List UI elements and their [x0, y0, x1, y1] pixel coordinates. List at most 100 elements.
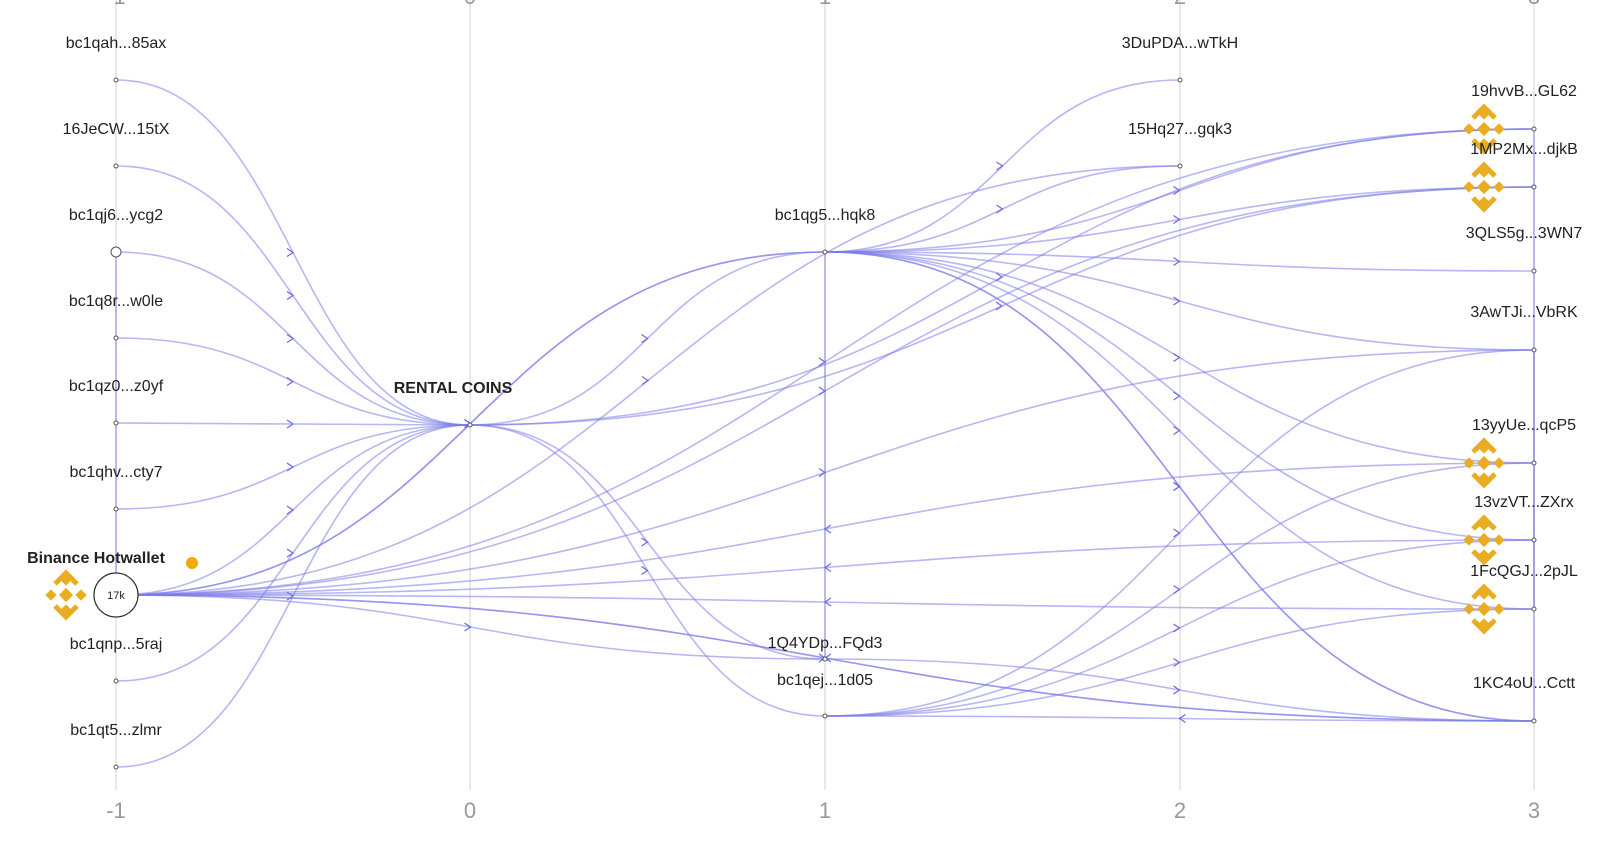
node-label: bc1qhv...cty7 — [69, 464, 162, 481]
node-dot — [467, 422, 473, 428]
edge-arrow — [996, 204, 1004, 214]
edge-arrow — [823, 563, 832, 572]
column-label: 0 — [464, 798, 476, 823]
node: bc1qt5...zlmr — [70, 722, 162, 770]
node: 13vzVT...ZXrx — [1463, 494, 1574, 562]
node-label: bc1qej...1d05 — [777, 672, 873, 689]
node: 1Q4YDp...FQd3 — [768, 635, 882, 662]
node-dot — [1531, 460, 1537, 466]
node-dot — [113, 764, 119, 770]
binance-icon — [1463, 587, 1504, 631]
edge-arrow — [286, 462, 295, 472]
node-dot — [113, 163, 119, 169]
node: 3AwTJi...VbRK — [1470, 304, 1578, 353]
node-dot — [822, 713, 828, 719]
column-label: 3 — [1528, 798, 1540, 823]
node-label: bc1qt5...zlmr — [70, 722, 162, 739]
edge-arrow — [641, 376, 650, 385]
binance-icon — [1463, 441, 1504, 485]
node-label: 13yyUe...qcP5 — [1472, 417, 1576, 434]
node-label: 3AwTJi...VbRK — [1470, 304, 1578, 321]
edge-arrow — [1173, 528, 1181, 538]
node-label: bc1qg5...hqk8 — [775, 207, 876, 224]
node-dot — [113, 420, 119, 426]
column-label: -1 — [106, 798, 126, 823]
edge-arrow — [823, 597, 832, 607]
edge-arrow — [286, 548, 295, 558]
node: bc1qg5...hqk8 — [775, 207, 876, 255]
node-label: 16JeCW...15tX — [63, 121, 170, 138]
node-label-bold: Binance Hotwallet — [27, 550, 165, 567]
edge-arrow — [1178, 714, 1186, 723]
node: bc1qah...85ax — [66, 35, 167, 83]
node: 13yyUe...qcP5 — [1463, 417, 1576, 485]
edge-arrow — [1173, 257, 1181, 266]
node-dot — [1177, 77, 1183, 83]
column-label: 3 — [1528, 0, 1540, 9]
node-dot — [110, 246, 122, 258]
node-label: bc1qj6...ycg2 — [69, 207, 163, 224]
node-label: bc1qnp...5raj — [70, 636, 163, 653]
node-dot — [822, 249, 828, 255]
node-dot — [1531, 347, 1537, 353]
node-label: bc1q8r...w0le — [69, 293, 163, 310]
node: Binance Hotwallet 17k — [27, 550, 198, 617]
node-dot — [1531, 184, 1537, 190]
edge-arrow — [1173, 296, 1181, 306]
edge-arrow — [641, 334, 649, 343]
node-dot — [1531, 126, 1537, 132]
node-label: bc1qz0...z0yf — [69, 378, 164, 395]
node-dot — [1531, 718, 1537, 724]
edge-arrow — [995, 301, 1004, 311]
edge-arrow — [286, 505, 295, 515]
node-label: 1FcQGJ...2pJL — [1470, 563, 1578, 580]
badge-circle — [93, 572, 139, 618]
node-label: bc1qah...85ax — [66, 35, 167, 52]
node: bc1qz0...z0yf — [69, 378, 164, 426]
edge-arrow — [1173, 215, 1181, 224]
edge-arrow — [641, 537, 649, 547]
node-dot — [822, 656, 828, 662]
edge-arrow — [823, 524, 832, 534]
node: bc1qhv...cty7 — [69, 464, 163, 512]
edge-arrow — [996, 161, 1004, 171]
node-dot — [113, 77, 119, 83]
column-label: 1 — [819, 798, 831, 823]
node: 19hvvB...GL62 — [1463, 83, 1577, 151]
edge-arrow — [286, 377, 295, 386]
node-label: 3DuPDA...wTkH — [1122, 35, 1238, 52]
column-label: -1 — [106, 0, 126, 9]
node-dot — [1177, 163, 1183, 169]
node-dot — [1531, 537, 1537, 543]
badge-label: 17k — [107, 590, 125, 602]
node: 1FcQGJ...2pJL — [1463, 563, 1578, 631]
edge-arrow — [1173, 685, 1181, 695]
node: 3DuPDA...wTkH — [1122, 35, 1238, 83]
node: bc1qej...1d05 — [777, 672, 873, 719]
node-label: 3QLS5g...3WN7 — [1466, 225, 1583, 242]
column-label: 2 — [1174, 798, 1186, 823]
binance-icon — [45, 573, 86, 617]
node-label: 15Hq27...gqk3 — [1128, 121, 1232, 138]
node: 16JeCW...15tX — [63, 121, 170, 169]
edge-arrow — [995, 272, 1004, 282]
edge-arrow — [818, 468, 827, 477]
node-dot — [113, 335, 119, 341]
node: 1MP2Mx...djkB — [1463, 141, 1578, 209]
node-dot — [1531, 268, 1537, 274]
node: bc1q8r...w0le — [69, 293, 163, 341]
node-dot — [113, 678, 119, 684]
edge-arrow — [286, 334, 295, 343]
orange-dot — [186, 557, 198, 569]
node: 1KC4oU...Cctt — [1473, 675, 1576, 724]
edge-arrow — [1173, 482, 1181, 491]
column-label: 2 — [1174, 0, 1186, 9]
node-dot — [113, 506, 119, 512]
edge-arrow — [1173, 585, 1181, 594]
edge-arrow — [818, 357, 827, 367]
edge-arrow — [1173, 391, 1181, 401]
edge-arrow — [286, 419, 295, 429]
node-label: 13vzVT...ZXrx — [1474, 494, 1574, 511]
column-label: 0 — [464, 0, 476, 9]
